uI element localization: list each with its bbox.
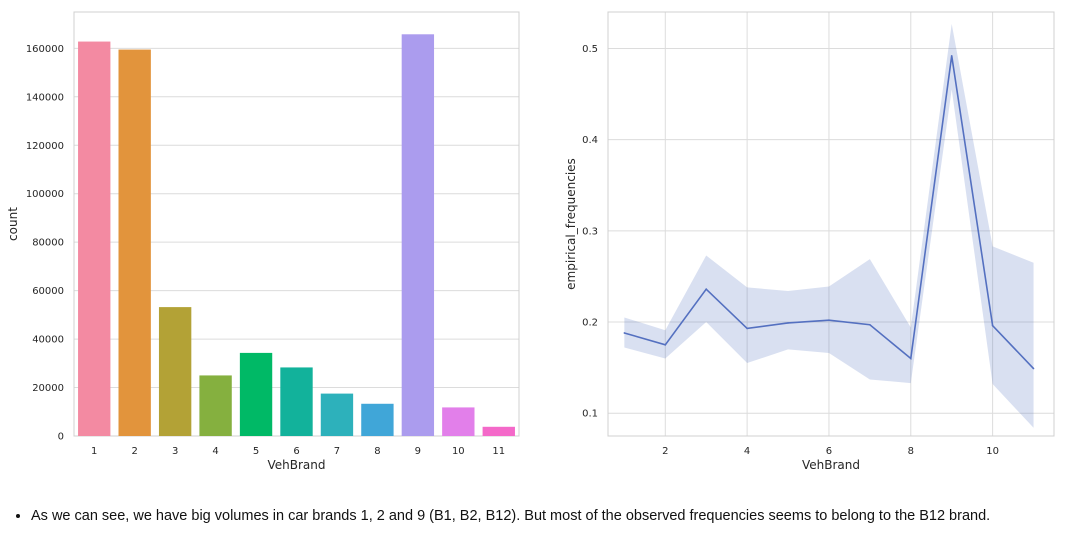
line-ytick-0: 0.1: [582, 409, 598, 420]
bar-9: [401, 34, 435, 437]
bar-ytick-3: 60000: [32, 286, 64, 297]
bar-xtick-11: 11: [492, 446, 505, 457]
bar-chart: 1 2 3 4 5 6 7 8 9 10 11 0 20000 40000 60000 80000 100000…: [6, 11, 520, 472]
bar-5: [239, 352, 273, 436]
observation-bullet: As we can see, we have big volumes in ca…: [31, 508, 1059, 524]
charts-figure: 1 2 3 4 5 6 7 8 9 10 11 0 20000 40000 60000 80000 100000…: [6, 11, 1055, 472]
line-xtick-2: 2: [662, 446, 668, 457]
line-point-3: [705, 288, 708, 290]
bar-ytick-6: 120000: [26, 141, 64, 152]
bar-7: [320, 393, 354, 436]
bar-ytick-4: 80000: [32, 238, 64, 249]
line-ytick-3: 0.4: [582, 135, 598, 146]
line-point-9: [950, 54, 953, 57]
line-ytick-4: 0.5: [582, 44, 598, 55]
bar-3: [158, 307, 192, 436]
bar-11: [482, 426, 515, 436]
bar-xtick-7: 7: [334, 446, 340, 457]
bar-6: [280, 367, 313, 436]
bar-xlabel: VehBrand: [267, 458, 325, 472]
line-xlabel: VehBrand: [802, 458, 860, 472]
line-point-6: [828, 319, 830, 321]
bar-4: [199, 375, 232, 436]
bar-xtick-3: 3: [172, 446, 178, 457]
line-xtick-10: 10: [986, 446, 999, 457]
bar-xtick-8: 8: [374, 446, 380, 457]
bar-ytick-5: 100000: [26, 189, 64, 200]
bar-xtick-2: 2: [131, 446, 137, 457]
line-xtick-4: 4: [744, 446, 750, 457]
bar-ytick-7: 140000: [26, 92, 64, 103]
bar-xtick-1: 1: [91, 446, 97, 457]
line-point-4: [746, 327, 748, 330]
bar-xtick-9: 9: [415, 446, 421, 457]
line-point-10: [991, 324, 994, 327]
line-point-5: [787, 322, 789, 324]
line-point-2: [664, 344, 667, 346]
bar-ytick-0: 0: [58, 432, 64, 443]
line-point-8: [909, 357, 912, 360]
line-xtick-8: 8: [908, 446, 914, 457]
line-confidence-band: [624, 23, 1034, 428]
line-ylabel: empirical_frequencies: [564, 158, 578, 290]
bar-1: [78, 41, 111, 436]
line-plot-frame: [607, 11, 1055, 437]
bar-ylabel: count: [6, 207, 20, 241]
bar-2: [118, 49, 151, 436]
line-ytick-1: 0.2: [582, 318, 598, 329]
observation-note: As we can see, we have big volumes in ca…: [14, 508, 1059, 524]
line-point-1: [623, 332, 626, 334]
line-plot-area: [608, 12, 1054, 436]
line-xtick-6: 6: [826, 446, 832, 457]
line-point-11: [1032, 367, 1035, 370]
bar-xtick-10: 10: [452, 446, 465, 457]
bar-8: [361, 403, 394, 436]
line-ytick-2: 0.3: [582, 226, 598, 237]
bar-ytick-2: 40000: [32, 335, 64, 346]
line-point-7: [869, 323, 871, 326]
bar-ytick-8: 160000: [26, 44, 64, 55]
bar-xtick-5: 5: [253, 446, 259, 457]
bar-xtick-6: 6: [293, 446, 299, 457]
bar-10: [442, 407, 475, 436]
bar-xtick-4: 4: [212, 446, 218, 457]
bar-ytick-1: 20000: [32, 383, 64, 394]
line-chart: 2 4 6 8 10 0.1 0.2 0.3 0.4 0.5 VehBrand empirical_f…: [564, 11, 1055, 472]
